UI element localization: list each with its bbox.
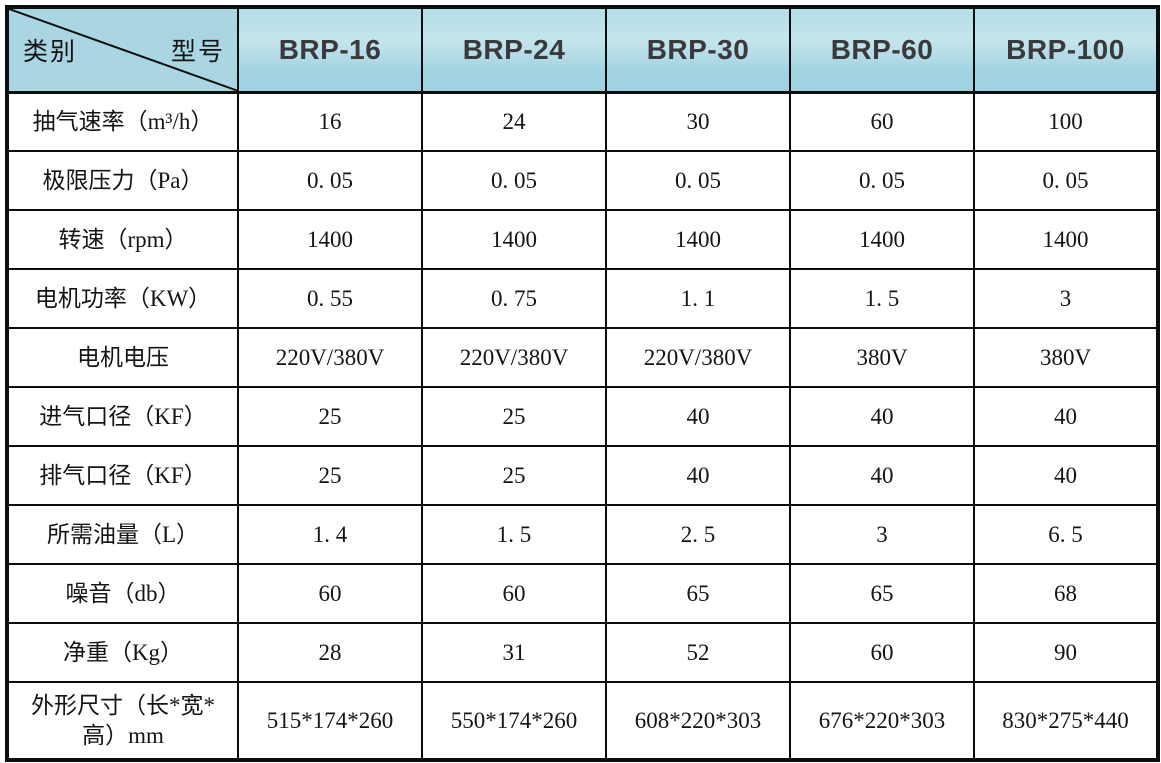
spec-cell: 676*220*303 [789,681,975,761]
table-row-ultimate-pressure: 极限压力（Pa） 0. 05 0. 05 0. 05 0. 05 0. 05 [6,150,1159,211]
spec-cell: 380V [973,327,1159,388]
spec-cell: 68 [973,563,1159,624]
spec-cell: 25 [421,445,607,506]
row-label: 噪音（db） [6,563,239,624]
table-row-inlet-diameter: 进气口径（KF） 25 25 40 40 40 [6,386,1159,447]
table-row-rotation-speed: 转速（rpm） 1400 1400 1400 1400 1400 [6,209,1159,270]
row-label: 转速（rpm） [6,209,239,270]
spec-cell: 40 [973,445,1159,506]
spec-cell: 40 [789,386,975,447]
table-row-oil-capacity: 所需油量（L） 1. 4 1. 5 2. 5 3 6. 5 [6,504,1159,565]
spec-cell: 52 [605,622,791,683]
spec-cell: 1400 [605,209,791,270]
table-header: 类别 型号 BRP-16 BRP-24 BRP-30 BRP-60 BRP-10… [6,6,1159,94]
spec-cell: 220V/380V [237,327,423,388]
spec-cell: 220V/380V [605,327,791,388]
spec-cell: 0. 05 [789,150,975,211]
corner-model-label: 型号 [170,38,225,66]
spec-cell: 515*174*260 [237,681,423,761]
spec-cell: 0. 75 [421,268,607,329]
row-label: 电机功率（KW） [6,268,239,329]
spec-cell: 1. 1 [605,268,791,329]
spec-cell: 220V/380V [421,327,607,388]
spec-table: 类别 型号 BRP-16 BRP-24 BRP-30 BRP-60 BRP-10… [5,5,1160,762]
spec-cell: 16 [237,91,423,152]
row-label: 外形尺寸（长*宽*高）mm [6,681,239,761]
spec-cell: 550*174*260 [421,681,607,761]
spec-cell: 65 [605,563,791,624]
spec-cell: 830*275*440 [973,681,1159,761]
corner-category-label: 类别 [23,38,78,66]
spec-cell: 40 [605,386,791,447]
row-label: 极限压力（Pa） [6,150,239,211]
table-row-exhaust-diameter: 排气口径（KF） 25 25 40 40 40 [6,445,1159,506]
spec-cell: 3 [789,504,975,565]
spec-cell: 1400 [237,209,423,270]
spec-cell: 40 [789,445,975,506]
row-label: 抽气速率（m³/h） [6,91,239,152]
spec-cell: 28 [237,622,423,683]
spec-cell: 0. 05 [973,150,1159,211]
spec-cell: 30 [605,91,791,152]
spec-cell: 380V [789,327,975,388]
spec-cell: 0. 05 [605,150,791,211]
spec-cell: 40 [605,445,791,506]
corner-cell: 类别 型号 [6,6,239,94]
column-header-brp100: BRP-100 [973,6,1159,94]
spec-cell: 90 [973,622,1159,683]
table-row-motor-voltage: 电机电压 220V/380V 220V/380V 220V/380V 380V … [6,327,1159,388]
table-row-net-weight: 净重（Kg） 28 31 52 60 90 [6,622,1159,683]
spec-cell: 3 [973,268,1159,329]
column-header-brp60: BRP-60 [789,6,975,94]
spec-cell: 2. 5 [605,504,791,565]
table-row-motor-power: 电机功率（KW） 0. 55 0. 75 1. 1 1. 5 3 [6,268,1159,329]
column-header-brp16: BRP-16 [237,6,423,94]
table-row-pumping-speed: 抽气速率（m³/h） 16 24 30 60 100 [6,91,1159,152]
spec-cell: 1. 5 [789,268,975,329]
spec-cell: 31 [421,622,607,683]
header-row: 类别 型号 BRP-16 BRP-24 BRP-30 BRP-60 BRP-10… [6,6,1159,94]
spec-cell: 0. 55 [237,268,423,329]
spec-cell: 0. 05 [421,150,607,211]
spec-cell: 60 [421,563,607,624]
table-body: 抽气速率（m³/h） 16 24 30 60 100 极限压力（Pa） 0. 0… [6,91,1159,761]
column-header-brp30: BRP-30 [605,6,791,94]
spec-cell: 25 [237,445,423,506]
spec-cell: 65 [789,563,975,624]
row-label: 净重（Kg） [6,622,239,683]
spec-cell: 40 [973,386,1159,447]
spec-cell: 1400 [973,209,1159,270]
spec-cell: 25 [421,386,607,447]
spec-cell: 1. 4 [237,504,423,565]
row-label: 进气口径（KF） [6,386,239,447]
table-row-dimensions: 外形尺寸（长*宽*高）mm 515*174*260 550*174*260 60… [6,681,1159,761]
row-label: 电机电压 [6,327,239,388]
spec-cell: 60 [789,91,975,152]
spec-cell: 100 [973,91,1159,152]
column-header-brp24: BRP-24 [421,6,607,94]
spec-cell: 0. 05 [237,150,423,211]
table-row-noise: 噪音（db） 60 60 65 65 68 [6,563,1159,624]
spec-cell: 25 [237,386,423,447]
spec-cell: 608*220*303 [605,681,791,761]
spec-cell: 1400 [789,209,975,270]
spec-cell: 24 [421,91,607,152]
spec-cell: 1. 5 [421,504,607,565]
row-label: 排气口径（KF） [6,445,239,506]
spec-cell: 6. 5 [973,504,1159,565]
spec-cell: 60 [789,622,975,683]
diagonal-line-icon [9,9,237,91]
spec-cell: 60 [237,563,423,624]
row-label: 所需油量（L） [6,504,239,565]
spec-cell: 1400 [421,209,607,270]
